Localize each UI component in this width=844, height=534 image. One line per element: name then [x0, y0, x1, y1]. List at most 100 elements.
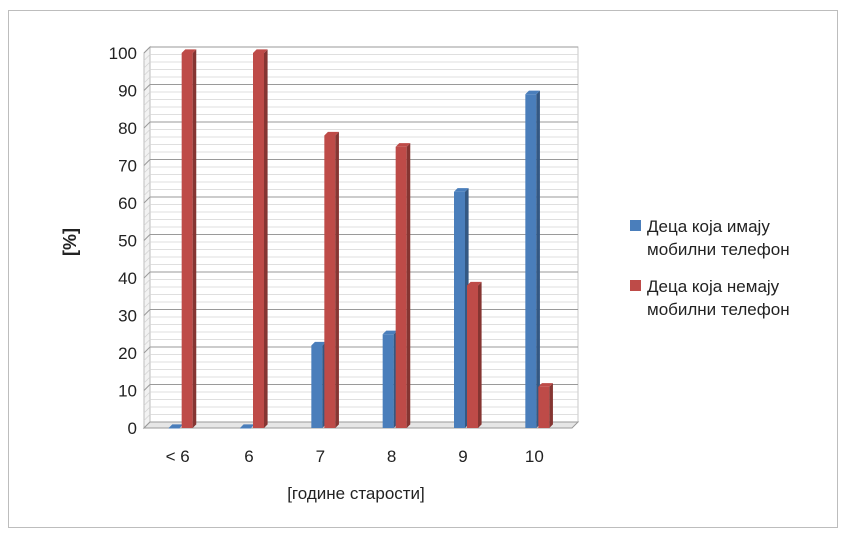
- bar-top: [538, 383, 553, 387]
- gridline-minor-side: [143, 256, 151, 264]
- x-tick-label: 7: [316, 447, 325, 466]
- legend-item-have-phone: Деца која имају мобилни телефон: [630, 215, 840, 261]
- bar-top: [181, 49, 197, 53]
- gridline-minor-side: [143, 331, 151, 339]
- bar-front: [454, 191, 465, 428]
- y-tick-label: 20: [118, 344, 137, 363]
- bar-side: [536, 90, 540, 429]
- bar-have-phone-0: [168, 424, 184, 429]
- bar-front: [525, 94, 537, 428]
- gridline-minor-side: [143, 399, 151, 406]
- bar-have-phone-3: [382, 330, 398, 428]
- gridline-major-side: [143, 46, 151, 54]
- legend-swatch-have-phone: [630, 220, 641, 231]
- bar-top: [324, 131, 339, 136]
- bar-side: [335, 131, 339, 428]
- gridline-minor-side: [143, 316, 151, 324]
- y-axis-title: [%]: [60, 228, 80, 256]
- bar-no-phone-2: [324, 131, 339, 428]
- gridline-minor-side: [143, 301, 151, 309]
- bar-side: [478, 281, 482, 428]
- bar-top: [311, 341, 326, 346]
- gridline-minor-side: [143, 286, 151, 294]
- gridline-minor-side: [143, 69, 151, 76]
- bar-front: [181, 53, 193, 428]
- bar-no-phone-3: [395, 143, 411, 428]
- gridline-major-side: [143, 84, 151, 91]
- bar-have-phone-2: [311, 341, 326, 428]
- bar-top: [395, 143, 411, 147]
- bar-front: [467, 285, 478, 428]
- gridline-minor-side: [143, 54, 151, 61]
- bar-top: [467, 281, 482, 286]
- gridline-minor-side: [143, 279, 151, 286]
- gridline-minor-side: [143, 391, 151, 399]
- bar-front: [240, 428, 251, 429]
- gridline-major-side: [143, 384, 151, 391]
- bar-no-phone-1: [253, 49, 268, 429]
- gridline-minor-side: [143, 151, 151, 159]
- bar-front: [395, 146, 407, 428]
- y-tick-label: 10: [118, 382, 137, 401]
- gridline-minor-side: [143, 129, 151, 136]
- legend-label-have-phone: Деца која имају мобилни телефон: [647, 217, 790, 259]
- gridline-major-side: [143, 309, 151, 316]
- gridline-major-side: [143, 271, 151, 279]
- y-tick-label: 70: [118, 157, 137, 176]
- bar-have-phone-1: [240, 424, 255, 429]
- legend-label-no-phone: Деца која немају мобилни телефон: [647, 277, 790, 319]
- bar-top: [240, 424, 255, 428]
- bar-have-phone-4: [454, 188, 469, 428]
- gridline-minor-side: [143, 144, 151, 151]
- x-tick-label: 8: [387, 447, 396, 466]
- y-tick-label: 0: [128, 419, 137, 438]
- bar-have-phone-5: [525, 90, 540, 429]
- gridline-minor-side: [143, 76, 151, 84]
- gridline-minor-side: [143, 211, 151, 219]
- bar-front: [382, 334, 394, 428]
- gridline-major-side: [143, 159, 151, 166]
- bar-side: [406, 143, 411, 428]
- bar-no-phone-4: [467, 281, 482, 428]
- gridline-minor-side: [143, 249, 151, 256]
- plot-floor: [142, 421, 580, 429]
- gridline-minor-side: [143, 406, 151, 414]
- gridline-minor-side: [143, 324, 151, 331]
- bar-front: [168, 428, 180, 429]
- gridline-minor-side: [143, 376, 151, 384]
- gridline-minor-side: [143, 166, 151, 174]
- y-tick-label: 100: [109, 44, 137, 63]
- y-tick-label: 50: [118, 232, 137, 251]
- bar-side: [264, 49, 268, 429]
- gridline-minor-side: [143, 174, 151, 181]
- gridline-minor-side: [143, 91, 151, 99]
- bar-front: [324, 135, 336, 428]
- bar-top: [454, 188, 469, 192]
- bar-top: [168, 424, 184, 428]
- x-tick-label: 6: [244, 447, 253, 466]
- y-tick-label: 90: [118, 82, 137, 101]
- gridline-minor-side: [143, 61, 151, 69]
- bar-side: [192, 49, 197, 429]
- y-tick-label: 30: [118, 307, 137, 326]
- gridline-minor-side: [143, 189, 151, 196]
- gridline-minor-side: [143, 99, 151, 106]
- bar-no-phone-5: [538, 383, 553, 428]
- gridline-minor-side: [143, 241, 151, 249]
- gridline-minor-side: [143, 219, 151, 226]
- x-tick-label: < 6: [166, 447, 190, 466]
- legend-swatch-no-phone: [630, 280, 641, 291]
- bar-side: [549, 383, 553, 428]
- y-tick-label: 40: [118, 269, 137, 288]
- gridline-minor-side: [143, 369, 151, 376]
- bar-top: [382, 330, 398, 335]
- gridline-major-side: [143, 346, 151, 354]
- x-tick-label: 9: [458, 447, 467, 466]
- bar-front: [538, 386, 550, 428]
- gridline-minor-side: [143, 354, 151, 361]
- gridline-minor-side: [143, 136, 151, 144]
- gridline-minor-side: [143, 181, 151, 189]
- legend: Деца која имају мобилни телефон Деца кој…: [630, 215, 840, 335]
- gridline-minor-side: [143, 264, 151, 271]
